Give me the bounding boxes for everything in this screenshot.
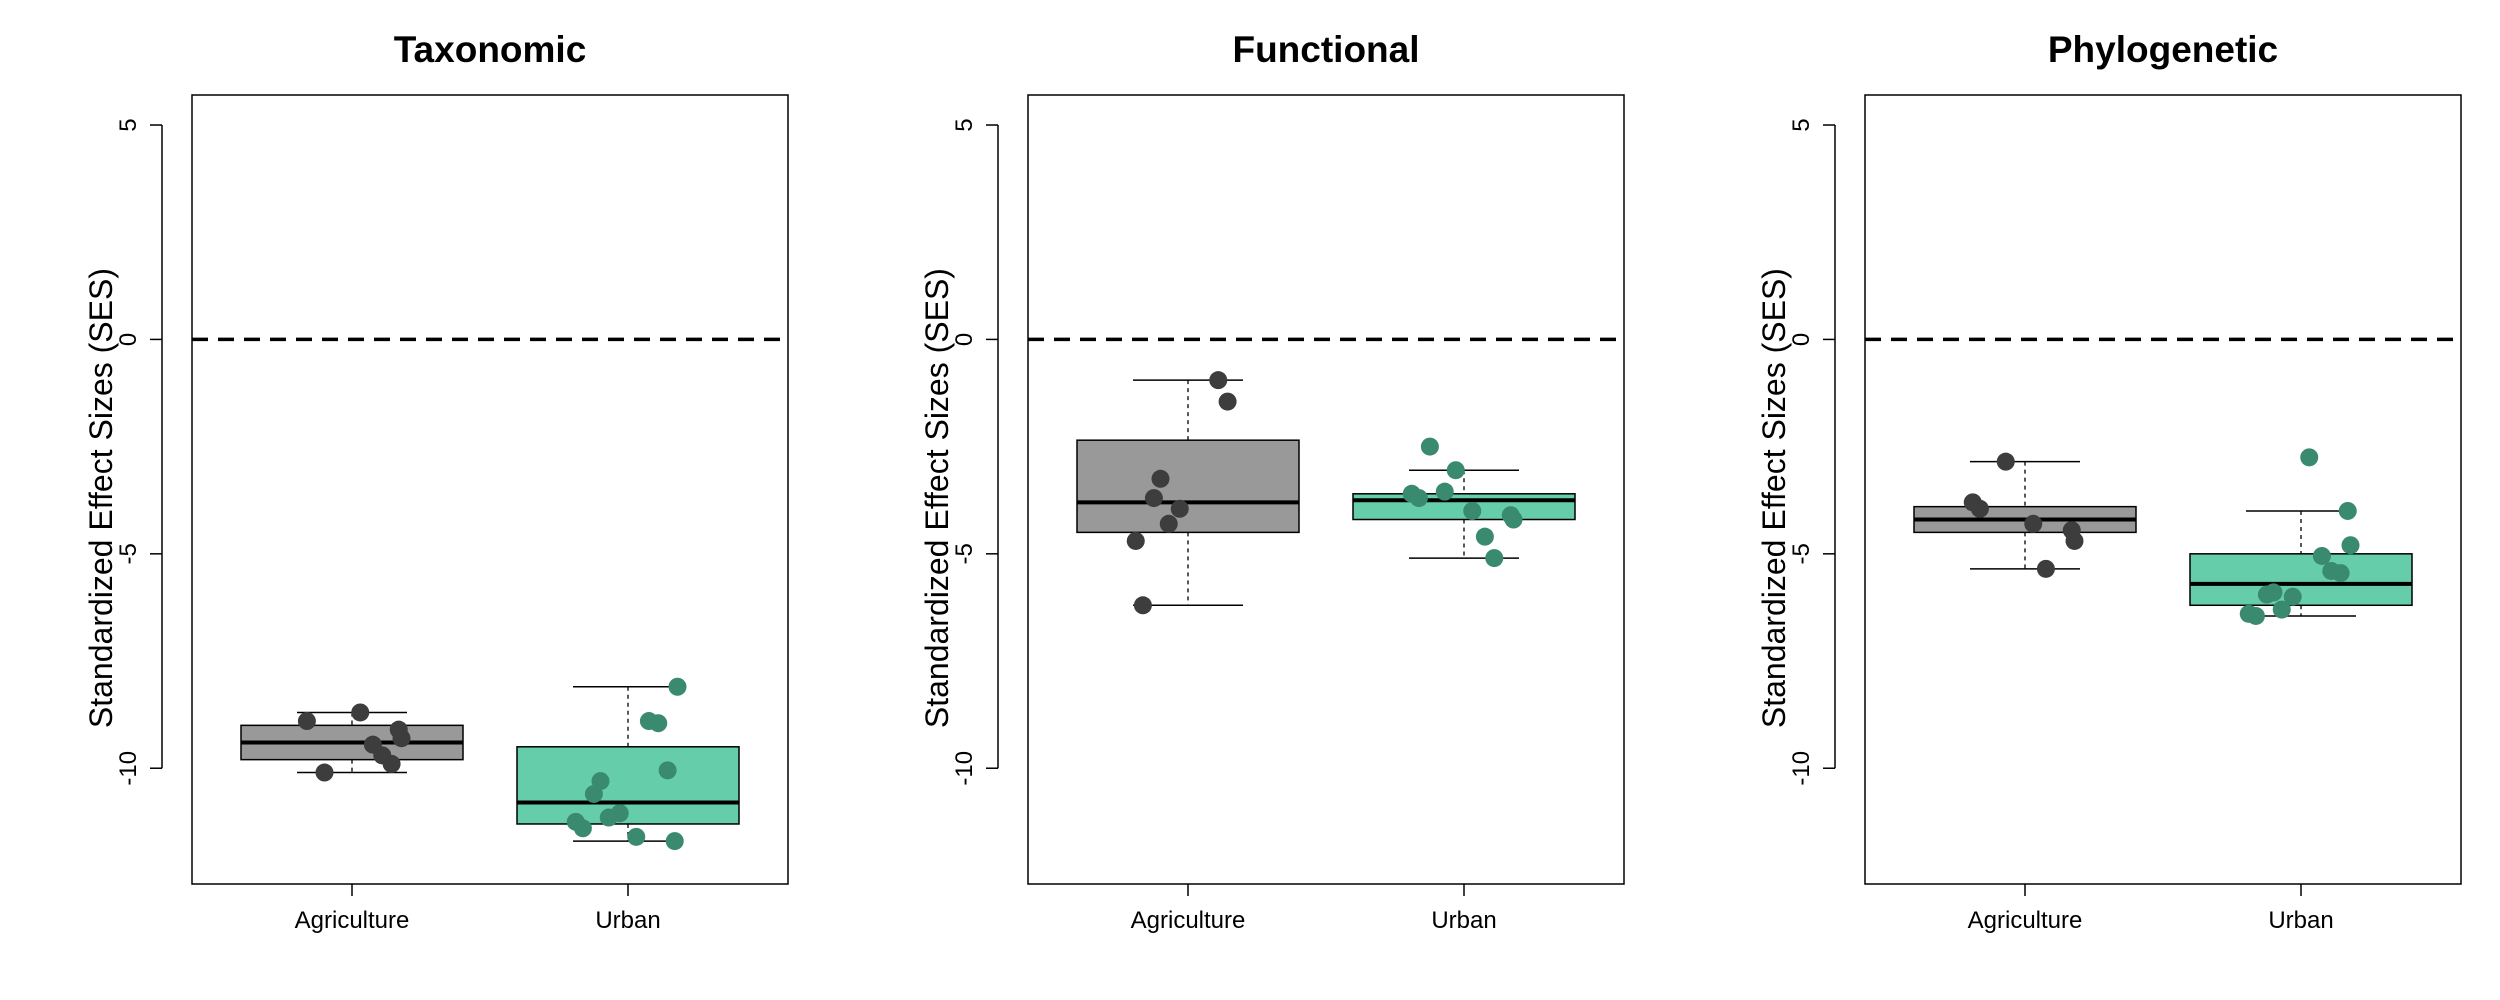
- panel-title: Taxonomic: [394, 29, 587, 70]
- data-point: [1151, 469, 1170, 488]
- data-point: [315, 763, 334, 782]
- data-point: [1970, 499, 1989, 518]
- y-tick-label: 5: [115, 118, 142, 131]
- x-tick-label: Urban: [2268, 907, 2333, 934]
- data-point: [1504, 510, 1523, 529]
- y-tick-label: -5: [951, 543, 978, 564]
- y-tick-label: -10: [1788, 751, 1815, 786]
- data-point: [2283, 587, 2302, 606]
- data-point: [1144, 489, 1163, 508]
- data-point: [2331, 564, 2350, 583]
- box-iqr: [1352, 493, 1576, 521]
- data-point: [1996, 452, 2015, 471]
- y-axis-title: Standardized Effect Sizes (SES): [919, 268, 955, 728]
- data-point: [1409, 489, 1428, 508]
- box-urban: [2189, 448, 2413, 625]
- x-tick-label: Agriculture: [1968, 907, 2083, 934]
- data-point: [2338, 501, 2357, 520]
- data-point: [2272, 600, 2291, 619]
- data-point: [658, 761, 677, 780]
- panel-title: Functional: [1232, 29, 1419, 70]
- panel-1: Taxonomic 5 0 -5 -10 Standardized Effect Size…: [83, 29, 789, 934]
- data-point: [668, 677, 687, 696]
- data-point: [1420, 437, 1439, 456]
- y-tick-label: 5: [951, 118, 978, 131]
- panel-2: Functional 5 0 -5 -10 Standardized Effect Siz…: [919, 29, 1625, 934]
- y-axis-title: Standardized Effect Sizes (SES): [83, 268, 119, 728]
- data-point: [2246, 606, 2265, 625]
- data-point: [1126, 531, 1145, 550]
- y-tick-label: 0: [951, 333, 978, 346]
- data-point: [1485, 549, 1504, 568]
- data-point: [1170, 499, 1189, 518]
- data-point: [573, 819, 592, 838]
- data-point: [599, 808, 618, 827]
- box-iqr: [1076, 439, 1300, 534]
- data-point: [1463, 501, 1482, 520]
- data-point: [584, 784, 603, 803]
- data-point: [1446, 461, 1465, 480]
- data-point: [1133, 596, 1152, 615]
- box-agriculture: [240, 703, 464, 782]
- data-point: [627, 827, 646, 846]
- y-tick-label: -10: [115, 751, 142, 786]
- data-point: [351, 703, 370, 722]
- box-iqr: [516, 746, 740, 825]
- y-tick-label: -10: [951, 751, 978, 786]
- data-point: [1159, 514, 1178, 533]
- box-urban: [1352, 437, 1576, 568]
- data-point: [1209, 371, 1228, 390]
- x-tick-label: Agriculture: [295, 907, 410, 934]
- data-point: [2024, 514, 2043, 533]
- x-tick-label: Urban: [595, 907, 660, 934]
- data-point: [649, 714, 668, 733]
- data-point: [665, 832, 684, 851]
- data-point: [2257, 585, 2276, 604]
- plot-frame: [191, 94, 789, 885]
- y-tick-label: 5: [1788, 118, 1815, 131]
- data-point: [1475, 527, 1494, 546]
- data-point: [2036, 559, 2055, 578]
- data-point: [392, 729, 411, 748]
- data-point: [382, 754, 401, 773]
- y-axis-title: Standardized Effect Sizes (SES): [1756, 268, 1792, 728]
- data-point: [2300, 448, 2319, 467]
- plot-frame: [1027, 94, 1625, 885]
- y-tick-label: 0: [115, 333, 142, 346]
- panel-3: Phylogenetic 5 0 -5 -10 Standardized Effect S…: [1756, 29, 2462, 934]
- data-point: [1435, 482, 1454, 501]
- y-tick-label: -5: [115, 543, 142, 564]
- data-point: [2065, 531, 2084, 550]
- box-agriculture: [1076, 371, 1300, 615]
- data-point: [2312, 546, 2331, 565]
- box-urban: [516, 677, 740, 851]
- data-point: [1218, 392, 1237, 411]
- plot-frame: [1864, 94, 2462, 885]
- x-tick-label: Agriculture: [1131, 907, 1246, 934]
- data-point: [2341, 536, 2360, 555]
- data-point: [297, 712, 316, 731]
- x-tick-label: Urban: [1431, 907, 1496, 934]
- y-tick-label: -5: [1788, 543, 1815, 564]
- panel-title: Phylogenetic: [2048, 29, 2278, 70]
- box-agriculture: [1913, 452, 2137, 578]
- y-tick-label: 0: [1788, 333, 1815, 346]
